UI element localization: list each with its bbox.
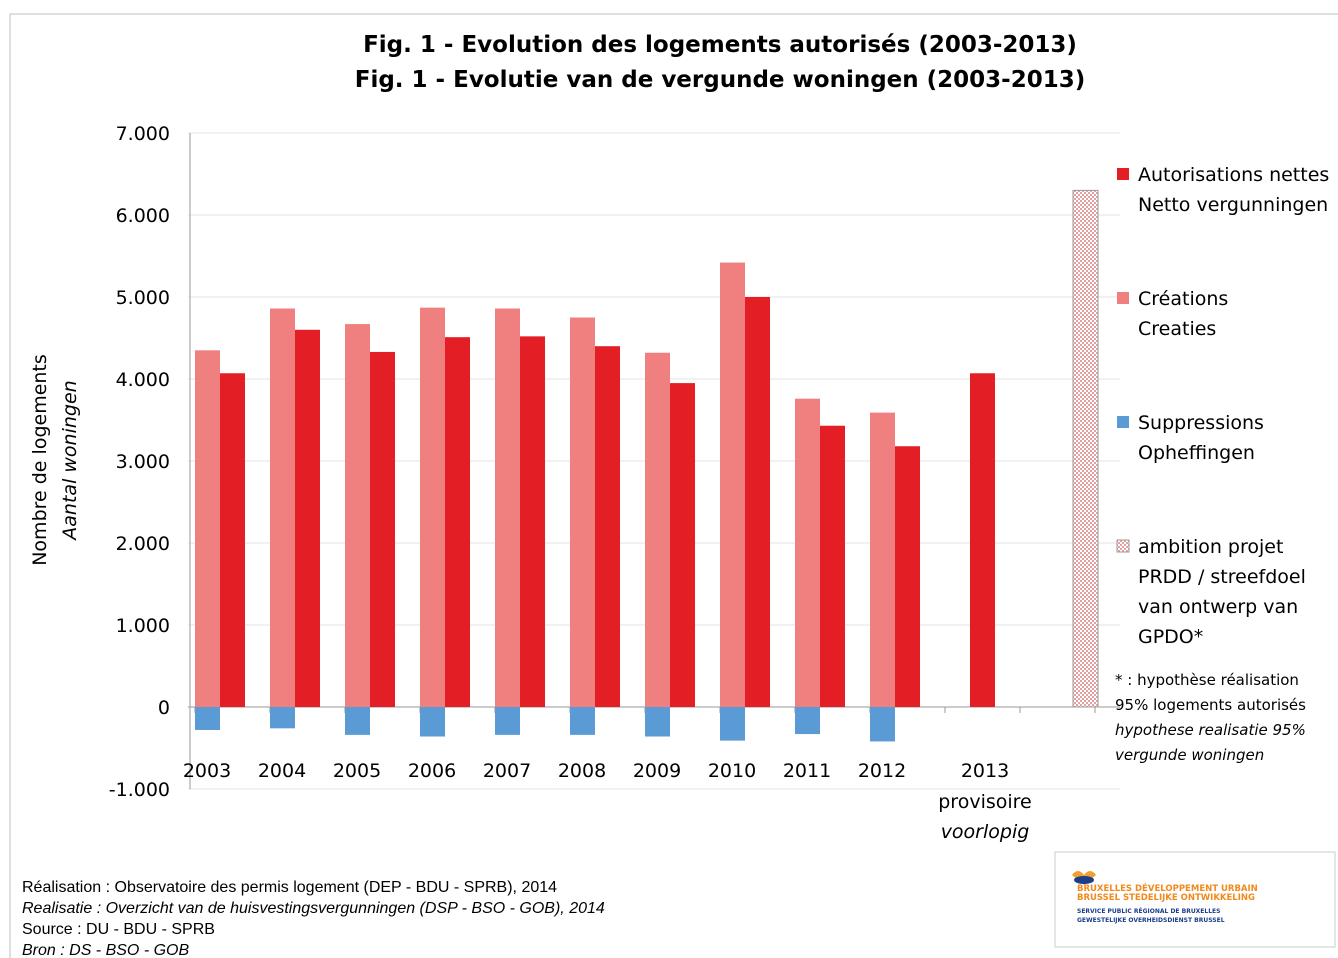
y-axis-label-nl: Aantal woningen xyxy=(59,380,81,541)
bar xyxy=(445,337,470,707)
bar xyxy=(720,707,745,741)
legend-label: Creaties xyxy=(1138,318,1216,340)
x-tick-label: 2005 xyxy=(333,760,381,782)
bar xyxy=(495,308,520,707)
bar xyxy=(345,707,370,735)
bar xyxy=(720,262,745,707)
bar xyxy=(370,351,395,707)
bar xyxy=(520,336,545,707)
legend-label: van ontwerp van xyxy=(1138,596,1298,618)
footnote: 95% logements autorisés xyxy=(1115,696,1306,714)
y-tick-label: 6.000 xyxy=(116,205,170,227)
source: Realisatie : Overzicht van de huisvestin… xyxy=(22,900,605,917)
legend-label: Autorisations nettes xyxy=(1138,164,1329,186)
bar xyxy=(870,412,895,707)
logo-text: SERVICE PUBLIC RÉGIONAL DE BRUXELLES xyxy=(1077,907,1220,915)
footnote: vergunde woningen xyxy=(1115,746,1264,764)
legend-swatch xyxy=(1116,539,1130,553)
x-tick-label: 2010 xyxy=(708,760,756,782)
logo-text: GEWESTELIJKE OVERHEIDSDIENST BRUSSEL xyxy=(1077,917,1225,924)
logo-text: BRUSSEL STEDELIJKE ONTWIKKELING xyxy=(1077,893,1255,903)
bar xyxy=(195,707,220,730)
x-tick-label: 2011 xyxy=(783,760,831,782)
bar xyxy=(820,425,845,707)
source: Source : DU - BDU - SPRB xyxy=(22,921,215,938)
bar xyxy=(745,297,770,707)
chart-subtitle: Fig. 1 - Evolutie van de vergunde woning… xyxy=(355,67,1086,93)
x-tick-label: 2007 xyxy=(483,760,531,782)
y-tick-label: 5.000 xyxy=(116,287,170,309)
bar xyxy=(1072,189,1099,708)
y-tick-label: -1.000 xyxy=(109,779,170,801)
x-tick-label: 2003 xyxy=(183,760,231,782)
x-tick-label: 2013 xyxy=(961,760,1009,782)
bar xyxy=(670,383,695,707)
x-tick-note: voorlopig xyxy=(941,821,1030,843)
footnote: hypothese realisatie 95% xyxy=(1115,721,1306,739)
bar xyxy=(795,707,820,735)
legend-label: PRDD / streefdoel xyxy=(1138,566,1306,588)
bar xyxy=(195,350,220,707)
bar xyxy=(345,324,370,707)
bar xyxy=(220,373,245,707)
y-axis-label: Nombre de logements xyxy=(29,354,51,566)
legend-swatch xyxy=(1117,168,1129,180)
source: Réalisation : Observatoire des permis lo… xyxy=(22,879,557,896)
x-tick-label: 2008 xyxy=(558,760,606,782)
legend-swatch xyxy=(1117,416,1129,428)
bar xyxy=(420,307,445,707)
bar xyxy=(420,707,445,737)
legend-label: Opheffingen xyxy=(1138,442,1255,464)
logo-text: BRUXELLES DÉVELOPPEMENT URBAIN xyxy=(1077,882,1258,894)
source: Bron : DS - BSO - GOB xyxy=(22,942,189,958)
y-tick-label: 7.000 xyxy=(116,123,170,145)
legend-label: ambition projet xyxy=(1138,536,1283,558)
logo-box xyxy=(1054,851,1336,948)
bar xyxy=(795,398,820,707)
y-tick-label: 3.000 xyxy=(116,451,170,473)
bar xyxy=(870,707,895,742)
footnote: * : hypothèse réalisation xyxy=(1115,671,1299,689)
bar xyxy=(595,346,620,707)
legend-label: Créations xyxy=(1138,288,1228,310)
x-tick-label: 2004 xyxy=(258,760,306,782)
bar xyxy=(270,308,295,707)
legend-label: Suppressions xyxy=(1138,412,1264,434)
logo-icon xyxy=(1074,876,1094,884)
y-tick-label: 1.000 xyxy=(116,615,170,637)
x-tick-note: provisoire xyxy=(938,791,1032,813)
bar xyxy=(270,707,295,729)
bar xyxy=(570,707,595,735)
bar xyxy=(895,446,920,707)
y-tick-label: 0 xyxy=(158,697,170,719)
y-tick-label: 4.000 xyxy=(116,369,170,391)
bar xyxy=(295,329,320,707)
bar xyxy=(970,373,995,707)
bar xyxy=(570,317,595,707)
bar xyxy=(645,707,670,737)
x-tick-label: 2006 xyxy=(408,760,456,782)
x-tick-label: 2012 xyxy=(858,760,906,782)
legend-label: Netto vergunningen xyxy=(1138,194,1328,216)
bar xyxy=(495,707,520,735)
legend-swatch xyxy=(1117,292,1129,304)
x-tick-label: 2009 xyxy=(633,760,681,782)
y-tick-label: 2.000 xyxy=(116,533,170,555)
bar xyxy=(645,352,670,707)
chart-title: Fig. 1 - Evolution des logements autoris… xyxy=(363,32,1077,58)
legend-label: GPDO* xyxy=(1138,626,1203,648)
frame xyxy=(9,13,1338,958)
